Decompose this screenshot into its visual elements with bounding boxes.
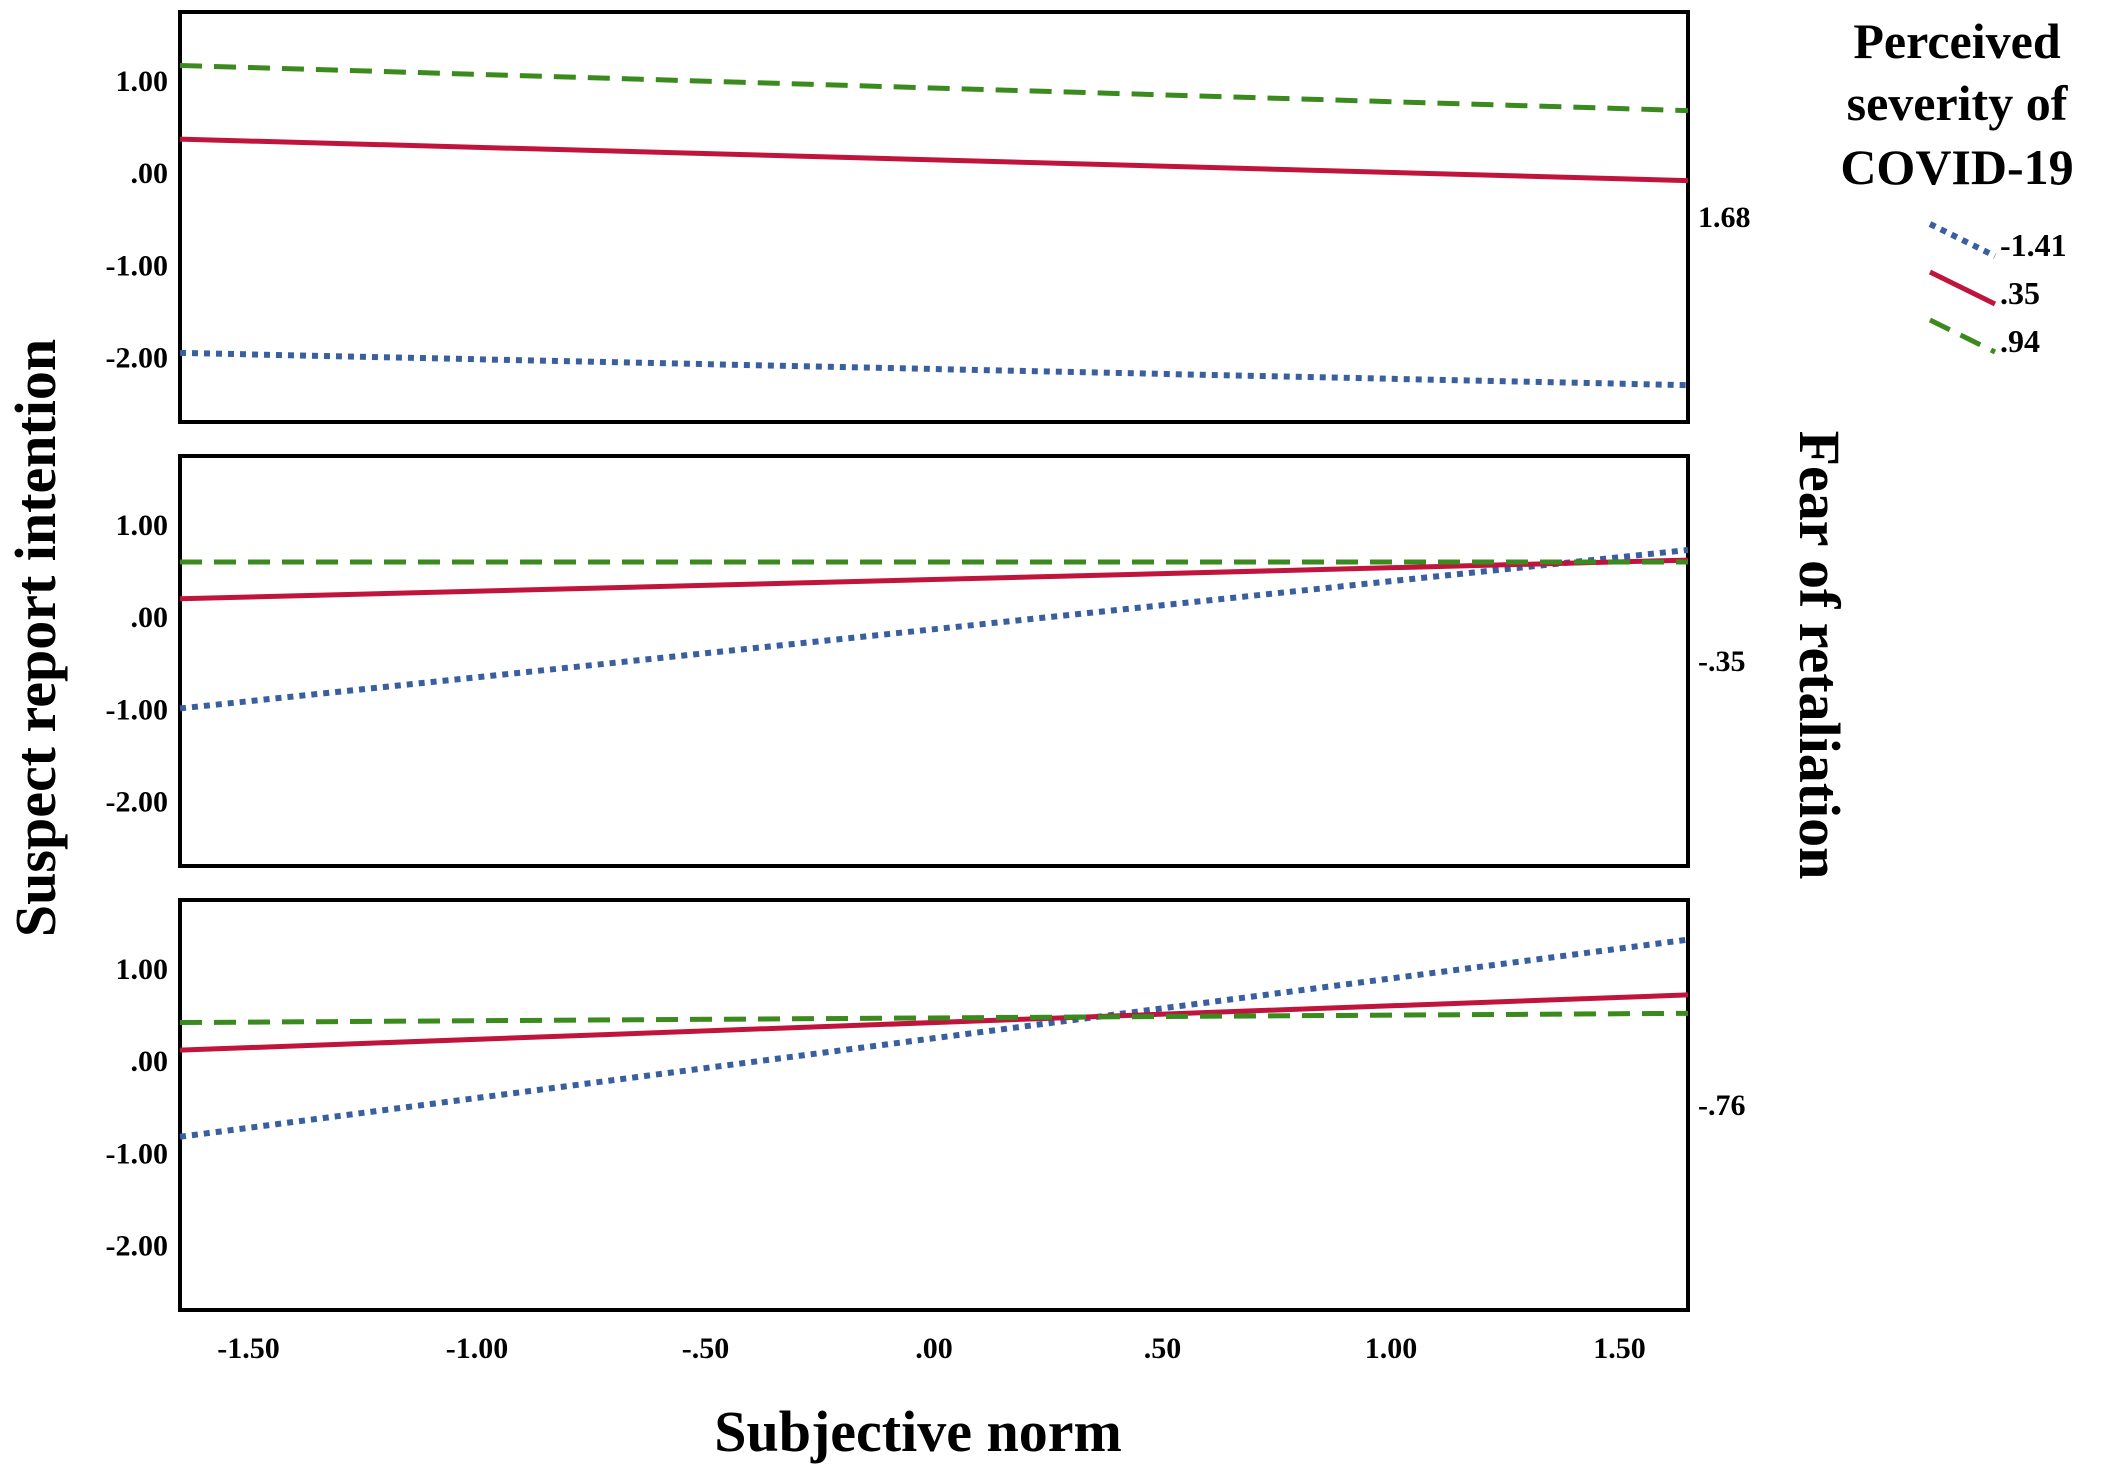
y-tick-label: .00 <box>131 601 169 634</box>
panels-layer: 1.00 .00 -1.00 -2.00 1.68 1.00 .00 -1.00 -2.00 -.… <box>106 10 1751 1312</box>
legend-swatch <box>1928 317 1997 355</box>
legend-label: .94 <box>2000 323 2040 359</box>
legend-title-line-3: COVID-19 <box>1840 139 2073 195</box>
series-line-dotted <box>179 349 1689 389</box>
series-line-dashed <box>179 1010 1689 1026</box>
y-axis-title: Suspect report intention <box>3 339 68 937</box>
legend-item: .94 <box>1928 317 2040 359</box>
panel-2: 1.00 .00 -1.00 -2.00 -.35 <box>106 454 1746 868</box>
panel-frame <box>178 10 1690 424</box>
panel-moderator-label: -.76 <box>1698 1089 1746 1122</box>
x-axis: -1.50 -1.00 -.50 .00 .50 1.00 1.50 <box>217 1332 1645 1365</box>
y-tick-label: 1.00 <box>116 953 169 986</box>
x-tick-label: 1.50 <box>1593 1332 1646 1365</box>
y-tick-label: -2.00 <box>106 786 169 819</box>
x-tick-label: -.50 <box>682 1332 730 1365</box>
legend-items: -1.41 .35 .94 <box>1928 221 2067 359</box>
legend-item: -1.41 <box>1928 221 2067 263</box>
panel-moderator-label: -.35 <box>1698 645 1746 678</box>
panel-1: 1.00 .00 -1.00 -2.00 1.68 <box>106 10 1751 424</box>
legend-title-line-1: Perceived <box>1853 13 2060 69</box>
panel-moderator-label: 1.68 <box>1698 201 1751 234</box>
series-line-dotted <box>179 936 1689 1140</box>
series-line-solid <box>179 136 1689 184</box>
y-tick-label: -1.00 <box>106 249 169 282</box>
legend-label: -1.41 <box>2000 227 2067 263</box>
y-tick-label: .00 <box>131 1045 169 1078</box>
series-line-solid <box>179 992 1689 1053</box>
x-axis-title: Subjective norm <box>714 1399 1122 1464</box>
series-line-dotted <box>179 546 1689 712</box>
y-tick-label: -2.00 <box>106 342 169 375</box>
legend-label: .35 <box>2000 275 2040 311</box>
panel-frame <box>178 898 1690 1312</box>
y-tick-label: -1.00 <box>106 693 169 726</box>
x-tick-label: -1.00 <box>446 1332 509 1365</box>
x-tick-label: .00 <box>915 1332 953 1365</box>
y-tick-label: .00 <box>131 157 169 190</box>
y-tick-label: -2.00 <box>106 1230 169 1263</box>
x-tick-label: .50 <box>1144 1332 1182 1365</box>
y-tick-label: 1.00 <box>116 509 169 542</box>
panel-3: 1.00 .00 -1.00 -2.00 -.76 <box>106 898 1746 1312</box>
y-tick-label: 1.00 <box>116 65 169 98</box>
x-tick-label: 1.00 <box>1365 1332 1418 1365</box>
moderator-axis-title: Fear of retaliation <box>1787 431 1852 880</box>
legend-item: .35 <box>1928 269 2040 311</box>
legend: Perceived severity of COVID-19 -1.41 .35.… <box>1840 13 2073 359</box>
series-line-solid <box>179 557 1689 602</box>
legend-swatch <box>1928 269 1997 307</box>
y-tick-label: -1.00 <box>106 1137 169 1170</box>
series-line-dashed <box>179 62 1689 114</box>
panel-frame <box>178 454 1690 868</box>
legend-swatch <box>1928 221 1997 259</box>
legend-title-line-2: severity of <box>1847 75 2069 131</box>
x-tick-label: -1.50 <box>217 1332 280 1365</box>
